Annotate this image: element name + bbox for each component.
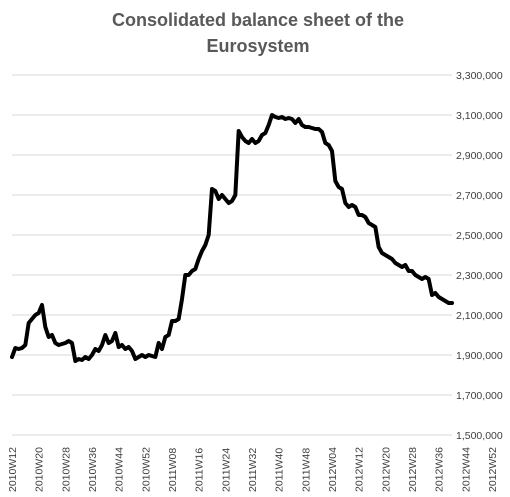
x-tick-label: 2010W52	[140, 447, 152, 492]
y-tick-label: 1,900,000	[456, 350, 503, 362]
x-tick-label: 2011W48	[300, 448, 312, 492]
x-tick-label: 2011W16	[194, 448, 206, 492]
y-tick-label: 3,300,000	[456, 70, 503, 82]
x-tick-label: 2012W36	[434, 447, 446, 492]
x-tick-label: 2011W24	[220, 448, 232, 492]
x-tick-label: 2011W40	[274, 448, 286, 492]
gridlines	[12, 74, 452, 436]
y-tick-label: 1,700,000	[456, 390, 503, 402]
y-tick-label: 2,500,000	[456, 230, 503, 242]
x-tick-label: 2010W12	[7, 447, 19, 492]
x-tick-label: 2010W20	[34, 447, 46, 492]
x-tick-label: 2010W36	[87, 447, 99, 492]
x-tick-label: 2012W28	[407, 447, 419, 492]
y-tick-label: 3,100,000	[456, 110, 503, 122]
chart-title-line-1: Consolidated balance sheet of the	[112, 10, 404, 30]
y-axis-ticks: 1,500,000 1,700,000 1,900,000 2,100,000 2,30…	[456, 70, 503, 442]
y-tick-label: 2,100,000	[456, 310, 503, 322]
x-tick-label: 2010W44	[114, 447, 126, 492]
x-tick-label: 2012W04	[327, 447, 339, 492]
x-tick-label: 2011W32	[247, 448, 259, 492]
x-tick-label: 2012W12	[354, 447, 366, 492]
x-tick-label: 2010W28	[60, 447, 72, 492]
x-tick-label: 2012W20	[380, 447, 392, 492]
x-tick-label: 2011W08	[167, 448, 179, 492]
y-tick-label: 2,900,000	[456, 150, 503, 162]
y-tick-label: 2,700,000	[456, 190, 503, 202]
y-tick-label: 2,300,000	[456, 270, 503, 282]
series-line	[10, 113, 454, 363]
y-tick-label: 1,500,000	[456, 430, 503, 442]
x-tick-label: 2012W44	[460, 447, 472, 492]
chart-title-line-2: Eurosystem	[206, 36, 309, 56]
series-layer	[10, 113, 454, 363]
x-tick-label: 2012W52	[487, 447, 499, 492]
x-axis-ticks: 2010W12 2010W20 2010W28 2010W36 2010W44 2010W…	[7, 447, 499, 492]
